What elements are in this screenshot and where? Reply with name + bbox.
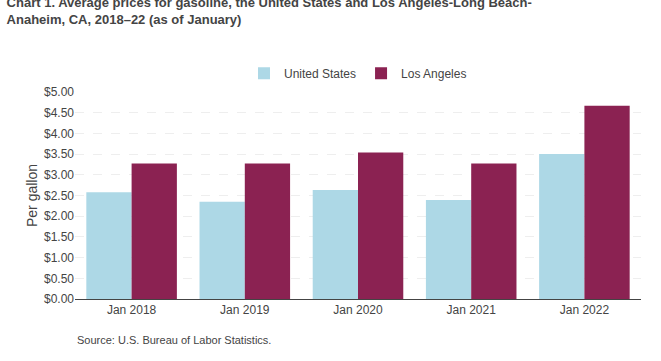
svg-text:$0.50: $0.50 <box>44 272 74 286</box>
svg-text:Per gallon: Per gallon <box>24 164 40 227</box>
svg-text:$4.00: $4.00 <box>44 127 74 141</box>
svg-text:Jan 2020: Jan 2020 <box>333 303 383 317</box>
svg-text:$2.00: $2.00 <box>44 209 74 223</box>
svg-text:Jan 2021: Jan 2021 <box>447 303 497 317</box>
svg-text:United States: United States <box>284 67 356 81</box>
svg-text:$4.50: $4.50 <box>44 106 74 120</box>
svg-text:Los Angeles: Los Angeles <box>401 67 466 81</box>
svg-text:Source: U.S. Bureau of Labor S: Source: U.S. Bureau of Labor Statistics. <box>77 334 271 346</box>
svg-text:$0.00: $0.00 <box>44 292 74 306</box>
svg-text:Jan 2018: Jan 2018 <box>107 303 157 317</box>
svg-text:$1.00: $1.00 <box>44 251 74 265</box>
svg-text:Jan 2019: Jan 2019 <box>220 303 270 317</box>
svg-text:$2.50: $2.50 <box>44 189 74 203</box>
svg-text:Jan 2022: Jan 2022 <box>560 303 610 317</box>
svg-text:$1.50: $1.50 <box>44 230 74 244</box>
svg-text:$3.00: $3.00 <box>44 168 74 182</box>
svg-text:Chart 1. Average prices for ga: Chart 1. Average prices for gasoline, th… <box>7 0 532 27</box>
svg-text:$3.50: $3.50 <box>44 147 74 161</box>
svg-text:$5.00: $5.00 <box>44 85 74 99</box>
